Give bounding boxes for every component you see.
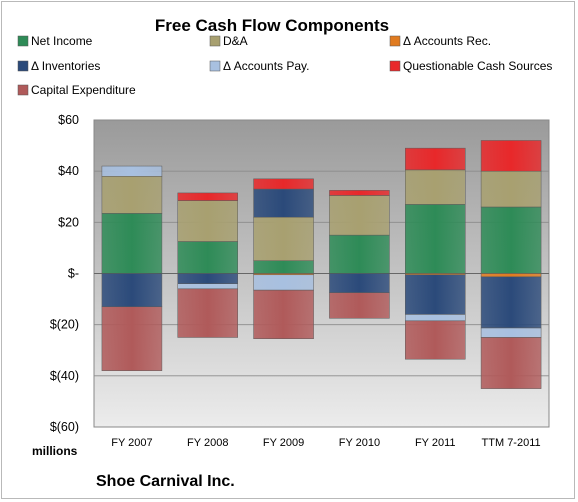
legend-swatch-d-a xyxy=(209,35,221,47)
bar-delta-accounts-rec xyxy=(480,273,542,278)
x-tick-label: FY 2009 xyxy=(263,437,304,449)
bar-net-income xyxy=(177,241,238,274)
bar-delta-accounts-pay xyxy=(253,274,314,291)
bar-d-a xyxy=(177,200,238,242)
legend-swatch-delta-inventories xyxy=(17,60,29,72)
legend-label-questionable-cash-sources: Questionable Cash Sources xyxy=(403,59,552,73)
x-tick-label: FY 2007 xyxy=(111,437,152,449)
x-tick-label: FY 2008 xyxy=(187,437,228,449)
y-tick-label: $- xyxy=(68,267,79,281)
bar-net-income xyxy=(101,213,163,274)
y-tick-label: $(40) xyxy=(50,369,79,383)
bar-delta-inventories xyxy=(329,273,390,293)
bar-capital-expenditure xyxy=(253,289,314,339)
y-tick-label: $(60) xyxy=(50,420,79,434)
legend-swatch-net-income xyxy=(17,35,29,47)
bar-capital-expenditure xyxy=(177,288,238,338)
bar-d-a xyxy=(101,176,163,214)
y-tick-label: $60 xyxy=(58,113,79,127)
plot-area: $60 $40 $20 $- $(20) $(40) $(60) FY 2007 FY 2008… xyxy=(50,113,550,449)
bar-delta-accounts-pay xyxy=(101,165,163,177)
legend-swatch-delta-accounts-rec xyxy=(389,35,401,47)
bar-delta-inventories xyxy=(480,276,542,329)
legend-label-net-income: Net Income xyxy=(31,34,93,48)
legend-label-d-a: D&A xyxy=(223,34,248,48)
bar-questionable-cash-sources xyxy=(405,147,466,171)
company-label: Shoe Carnival Inc. xyxy=(96,473,235,490)
bar-d-a xyxy=(480,170,542,208)
bar-capital-expenditure xyxy=(405,320,466,360)
bar-delta-inventories xyxy=(253,188,314,218)
bar-net-income xyxy=(405,204,466,274)
bar-capital-expenditure xyxy=(329,292,390,319)
legend-label-capital-expenditure: Capital Expenditure xyxy=(31,83,136,97)
bar-net-income xyxy=(480,206,542,274)
y-tick-label: $20 xyxy=(58,215,79,229)
bar-net-income xyxy=(253,260,314,274)
legend: Net Income D&A Δ Accounts Rec. Δ Inventorie… xyxy=(17,34,552,97)
bar-net-income xyxy=(329,234,390,274)
bar-d-a xyxy=(329,195,390,236)
bar-questionable-cash-sources xyxy=(329,190,390,196)
bar-capital-expenditure xyxy=(480,337,542,389)
legend-label-delta-accounts-pay: Δ Accounts Pay. xyxy=(223,59,310,73)
legend-swatch-delta-accounts-pay xyxy=(209,60,221,72)
y-tick-label: $40 xyxy=(58,164,79,178)
bar-d-a xyxy=(253,216,314,261)
legend-swatch-questionable-cash-sources xyxy=(389,60,401,72)
x-tick-label: FY 2011 xyxy=(415,437,456,449)
y-tick-label: $(20) xyxy=(50,318,79,332)
bar-delta-accounts-pay xyxy=(480,327,542,338)
bar-d-a xyxy=(405,169,466,205)
bar-questionable-cash-sources xyxy=(480,140,542,172)
legend-label-delta-accounts-rec: Δ Accounts Rec. xyxy=(403,34,491,48)
bar-questionable-cash-sources xyxy=(177,192,238,201)
bar-delta-inventories xyxy=(101,273,163,308)
bar-delta-accounts-pay xyxy=(177,283,238,290)
chart-title: Free Cash Flow Components xyxy=(155,16,389,35)
unit-label: millions xyxy=(32,444,78,458)
bar-capital-expenditure xyxy=(101,306,163,371)
legend-label-delta-inventories: Δ Inventories xyxy=(31,59,100,73)
bar-delta-inventories xyxy=(177,273,238,284)
bar-delta-accounts-pay xyxy=(405,314,466,322)
x-tick-label: FY 2010 xyxy=(339,437,380,449)
bar-questionable-cash-sources xyxy=(253,178,314,190)
legend-swatch-capital-expenditure xyxy=(17,84,29,96)
x-tick-label: TTM 7-2011 xyxy=(482,437,541,449)
bar-delta-inventories xyxy=(405,274,466,315)
